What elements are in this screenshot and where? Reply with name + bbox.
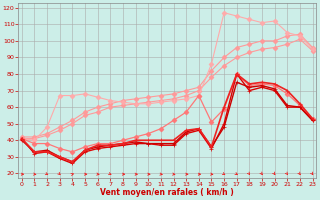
X-axis label: Vent moyen/en rafales ( km/h ): Vent moyen/en rafales ( km/h ) (100, 188, 234, 197)
